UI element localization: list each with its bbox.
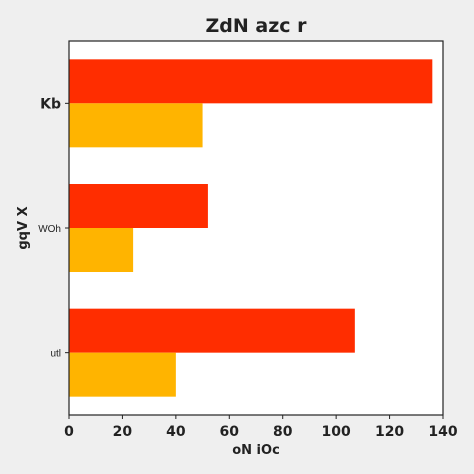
y-axis-label: gqV X — [16, 206, 31, 249]
x-tick-label: 60 — [220, 424, 240, 440]
bar-woh-series-2 — [69, 228, 134, 272]
x-tick-label: 20 — [113, 424, 133, 440]
x-tick-label: 80 — [273, 424, 293, 440]
x-tick-label: 0 — [64, 424, 74, 440]
bar-kb-series-2 — [69, 103, 203, 148]
y-ticks-group: Kb WOh utl — [38, 96, 69, 360]
bar-utl-series-1 — [69, 308, 355, 353]
y-tick-label: WOh — [38, 224, 61, 235]
bar-utl-series-2 — [69, 352, 176, 397]
chart-title: ZdN azc r — [205, 15, 307, 37]
x-tick-label: 40 — [166, 424, 186, 440]
x-ticks-group: 0 20 40 60 80 100 120 140 — [64, 415, 458, 440]
bar-woh-series-1 — [69, 184, 208, 228]
bar-kb-series-1 — [69, 59, 433, 104]
x-tick-label: 120 — [375, 424, 404, 440]
x-axis-label: oN iOc — [232, 443, 280, 458]
bars-group — [69, 59, 433, 397]
x-tick-label: 140 — [428, 424, 457, 440]
x-tick-label: 100 — [322, 424, 351, 440]
y-tick-label: Kb — [40, 96, 61, 112]
y-tick-label: utl — [50, 349, 61, 360]
